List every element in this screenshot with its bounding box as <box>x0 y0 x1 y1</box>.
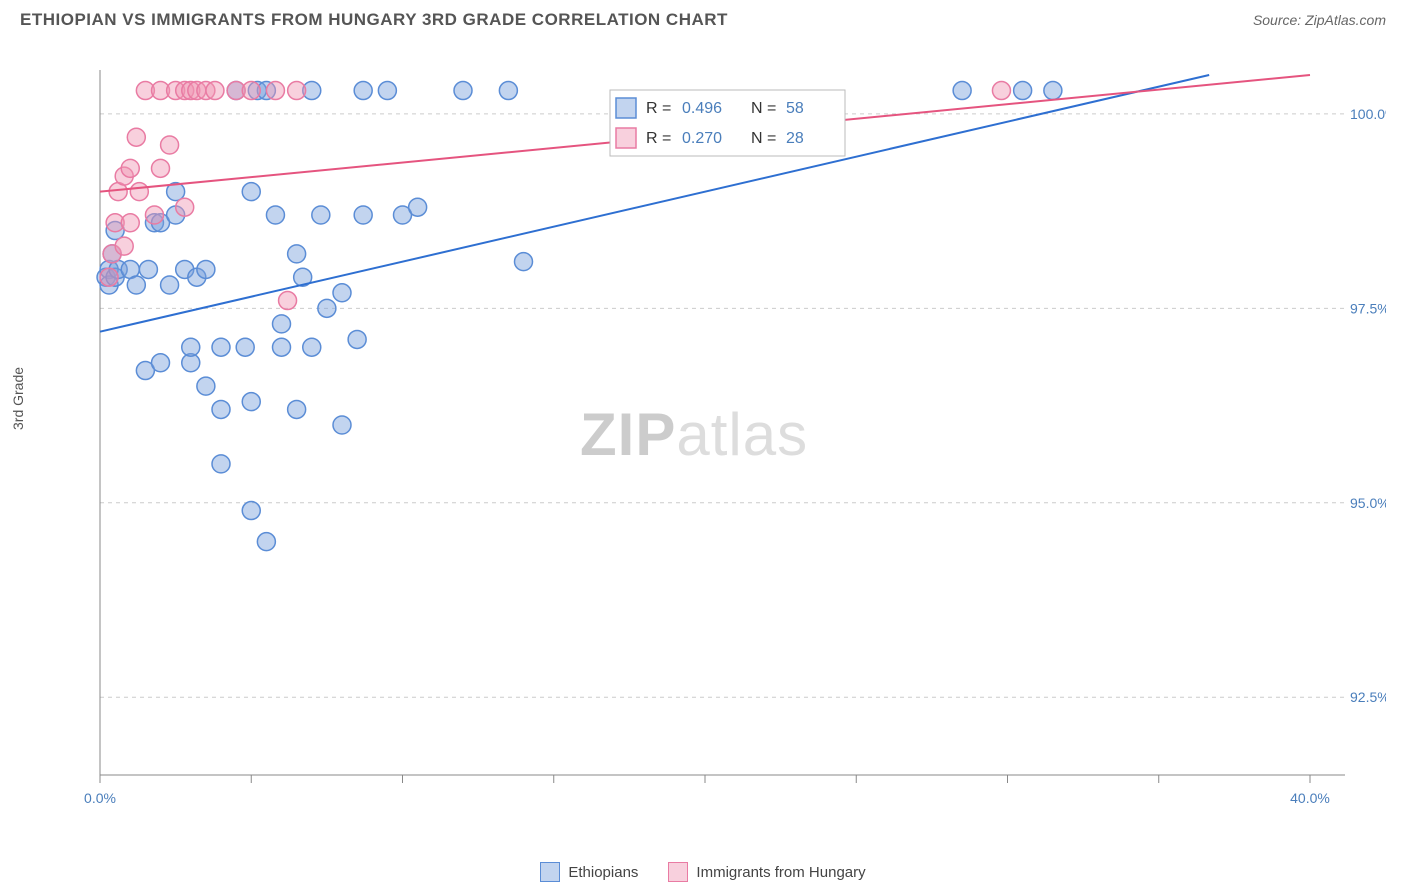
data-point <box>236 338 254 356</box>
data-point <box>409 198 427 216</box>
data-point <box>100 268 118 286</box>
data-point <box>288 400 306 418</box>
data-point <box>182 338 200 356</box>
y-tick-label: 97.5% <box>1350 300 1386 316</box>
x-tick-label: 40.0% <box>1290 790 1330 806</box>
data-point <box>161 136 179 154</box>
data-point <box>273 315 291 333</box>
data-point <box>499 82 517 100</box>
data-point <box>127 128 145 146</box>
data-point <box>242 502 260 520</box>
chart-area: 92.5% 95.0% 97.5% 100.0% 0.0% 40.0% R = 0.496 N … <box>50 35 1386 835</box>
data-point <box>197 260 215 278</box>
data-point <box>288 245 306 263</box>
data-point <box>333 416 351 434</box>
bottom-legend: Ethiopians Immigrants from Hungary <box>0 862 1406 882</box>
data-point <box>152 159 170 177</box>
chart-header: ETHIOPIAN VS IMMIGRANTS FROM HUNGARY 3RD… <box>0 0 1406 35</box>
data-point <box>212 338 230 356</box>
chart-title: ETHIOPIAN VS IMMIGRANTS FROM HUNGARY 3RD… <box>20 10 728 30</box>
data-point <box>145 206 163 224</box>
data-point <box>139 260 157 278</box>
y-tick-label: 95.0% <box>1350 495 1386 511</box>
stat-r-value: 0.496 <box>682 100 722 117</box>
data-point <box>161 276 179 294</box>
x-tick-label: 0.0% <box>84 790 116 806</box>
data-point <box>242 82 260 100</box>
data-point <box>318 299 336 317</box>
source-label: Source: <box>1253 12 1305 28</box>
legend-item: Ethiopians <box>540 862 638 882</box>
stat-r-value: 0.270 <box>682 130 722 147</box>
data-point <box>279 292 297 310</box>
data-point <box>1044 82 1062 100</box>
legend-item: Immigrants from Hungary <box>668 862 865 882</box>
data-point <box>242 183 260 201</box>
legend-swatch <box>540 862 560 882</box>
y-tick-label: 92.5% <box>1350 689 1386 705</box>
data-point <box>121 159 139 177</box>
data-point <box>127 276 145 294</box>
scatter-chart-svg: 92.5% 95.0% 97.5% 100.0% 0.0% 40.0% R = 0.496 N … <box>50 35 1386 835</box>
data-point <box>206 82 224 100</box>
data-point <box>257 533 275 551</box>
data-point <box>121 214 139 232</box>
stat-r-label: R = <box>646 130 671 147</box>
legend-swatch <box>616 128 636 148</box>
y-axis-label: 3rd Grade <box>10 367 26 430</box>
stat-n-label: N = <box>751 130 776 147</box>
legend-swatch <box>616 98 636 118</box>
stat-n-label: N = <box>751 100 776 117</box>
data-point <box>454 82 472 100</box>
data-point <box>152 354 170 372</box>
stat-n-value: 58 <box>786 100 804 117</box>
data-point <box>992 82 1010 100</box>
data-point <box>312 206 330 224</box>
data-point <box>130 183 148 201</box>
data-point <box>197 377 215 395</box>
legend-swatch <box>668 862 688 882</box>
data-point <box>303 338 321 356</box>
legend-label: Ethiopians <box>568 864 638 881</box>
data-point <box>115 237 133 255</box>
data-point <box>354 82 372 100</box>
data-point <box>354 206 372 224</box>
data-point <box>266 206 284 224</box>
source-attribution: Source: ZipAtlas.com <box>1253 12 1386 28</box>
legend-label: Immigrants from Hungary <box>696 864 865 881</box>
data-point <box>242 393 260 411</box>
data-point <box>348 330 366 348</box>
data-point <box>515 253 533 271</box>
data-point <box>953 82 971 100</box>
source-value: ZipAtlas.com <box>1305 12 1386 28</box>
stat-r-label: R = <box>646 100 671 117</box>
data-point <box>378 82 396 100</box>
data-point <box>212 455 230 473</box>
data-point <box>176 198 194 216</box>
data-point <box>266 82 284 100</box>
data-point <box>288 82 306 100</box>
data-point <box>212 400 230 418</box>
data-point <box>273 338 291 356</box>
data-point <box>1014 82 1032 100</box>
data-point <box>333 284 351 302</box>
y-tick-label: 100.0% <box>1350 106 1386 122</box>
stat-n-value: 28 <box>786 130 804 147</box>
